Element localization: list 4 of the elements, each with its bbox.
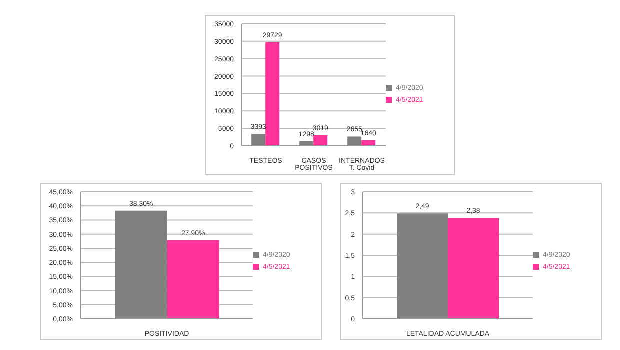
bar [348,136,362,146]
bar [314,135,328,146]
bar [252,134,266,146]
bar [266,42,280,146]
